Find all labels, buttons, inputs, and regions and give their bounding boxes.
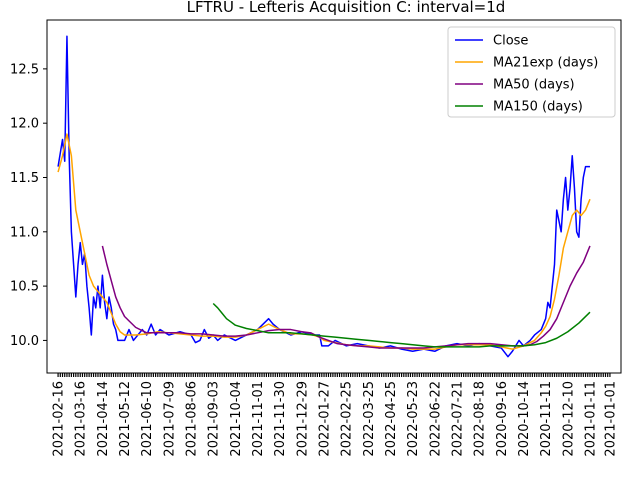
y-tick-label: 12.5 [10, 62, 39, 77]
x-tick-label: 2021-10-04 [229, 381, 244, 457]
x-tick-label: 2021-04-14 [96, 381, 111, 457]
x-tick-label: 2021-12-29 [295, 381, 310, 457]
axis-layer: 10.0 10.5 11.0 11.5 12.0 12.5 2021-02-16 2021-0… [10, 62, 618, 456]
x-tick-label: 2021-11-30 [273, 381, 288, 457]
y-tick-label: 12.0 [10, 117, 39, 132]
x-tick-label: 2021-08-06 [185, 381, 200, 457]
x-tick-label: 2022-05-23 [406, 381, 421, 457]
x-tick-label: 2020-11-11 [539, 381, 554, 457]
legend: Close MA21exp (days) MA50 (days) MA150 (day… [447, 26, 616, 118]
x-tick-label: 2021-02-16 [52, 381, 67, 457]
x-tick-label: 2022-02-25 [340, 381, 355, 457]
series-layer [57, 35, 591, 358]
x-tick-label: 2022-08-18 [473, 381, 488, 457]
x-tick-label: 2021-01-01 [603, 381, 618, 457]
x-tick-label: 2020-09-16 [495, 381, 510, 457]
x-tick-label: 2022-03-25 [362, 381, 377, 457]
y-tick-label: 11.5 [10, 171, 39, 186]
x-tick-label: 2021-05-12 [118, 381, 133, 457]
x-tick-label: 2022-04-25 [384, 381, 399, 457]
x-tick-label: 2020-12-10 [561, 381, 576, 457]
x-tick-label: 2021-11-01 [251, 381, 266, 457]
x-tick-label: 2021-07-09 [162, 381, 177, 457]
x-tick-label: 2022-01-27 [318, 381, 333, 457]
y-tick-label: 10.0 [10, 334, 39, 349]
x-tick-label: 2021-03-16 [74, 381, 89, 457]
legend-label: Close [493, 34, 528, 49]
plot-frame [46, 19, 622, 374]
legend-label: MA50 (days) [493, 78, 575, 93]
x-tick-label: 2021-06-10 [140, 381, 155, 457]
x-tick-label: 2022-06-22 [428, 381, 443, 457]
x-tick-label: 2021-09-03 [207, 381, 222, 457]
series-line-1 [57, 133, 591, 350]
y-tick-label: 10.5 [10, 280, 39, 295]
series-line-0 [57, 35, 590, 358]
legend-label: MA150 (days) [493, 100, 583, 115]
legend-label: MA21exp (days) [493, 56, 598, 71]
series-line-3 [212, 302, 591, 348]
y-tick-label: 11.0 [10, 225, 39, 240]
chart-title: LFTRU - Lefteris Acquisition C: interval… [187, 0, 506, 16]
legend-box [447, 26, 616, 118]
series-line-2 [101, 245, 591, 349]
x-tick-label: 2020-10-14 [517, 381, 532, 457]
x-tick-label: 2021-01-11 [584, 381, 599, 457]
x-tick-label: 2022-07-21 [451, 381, 466, 457]
